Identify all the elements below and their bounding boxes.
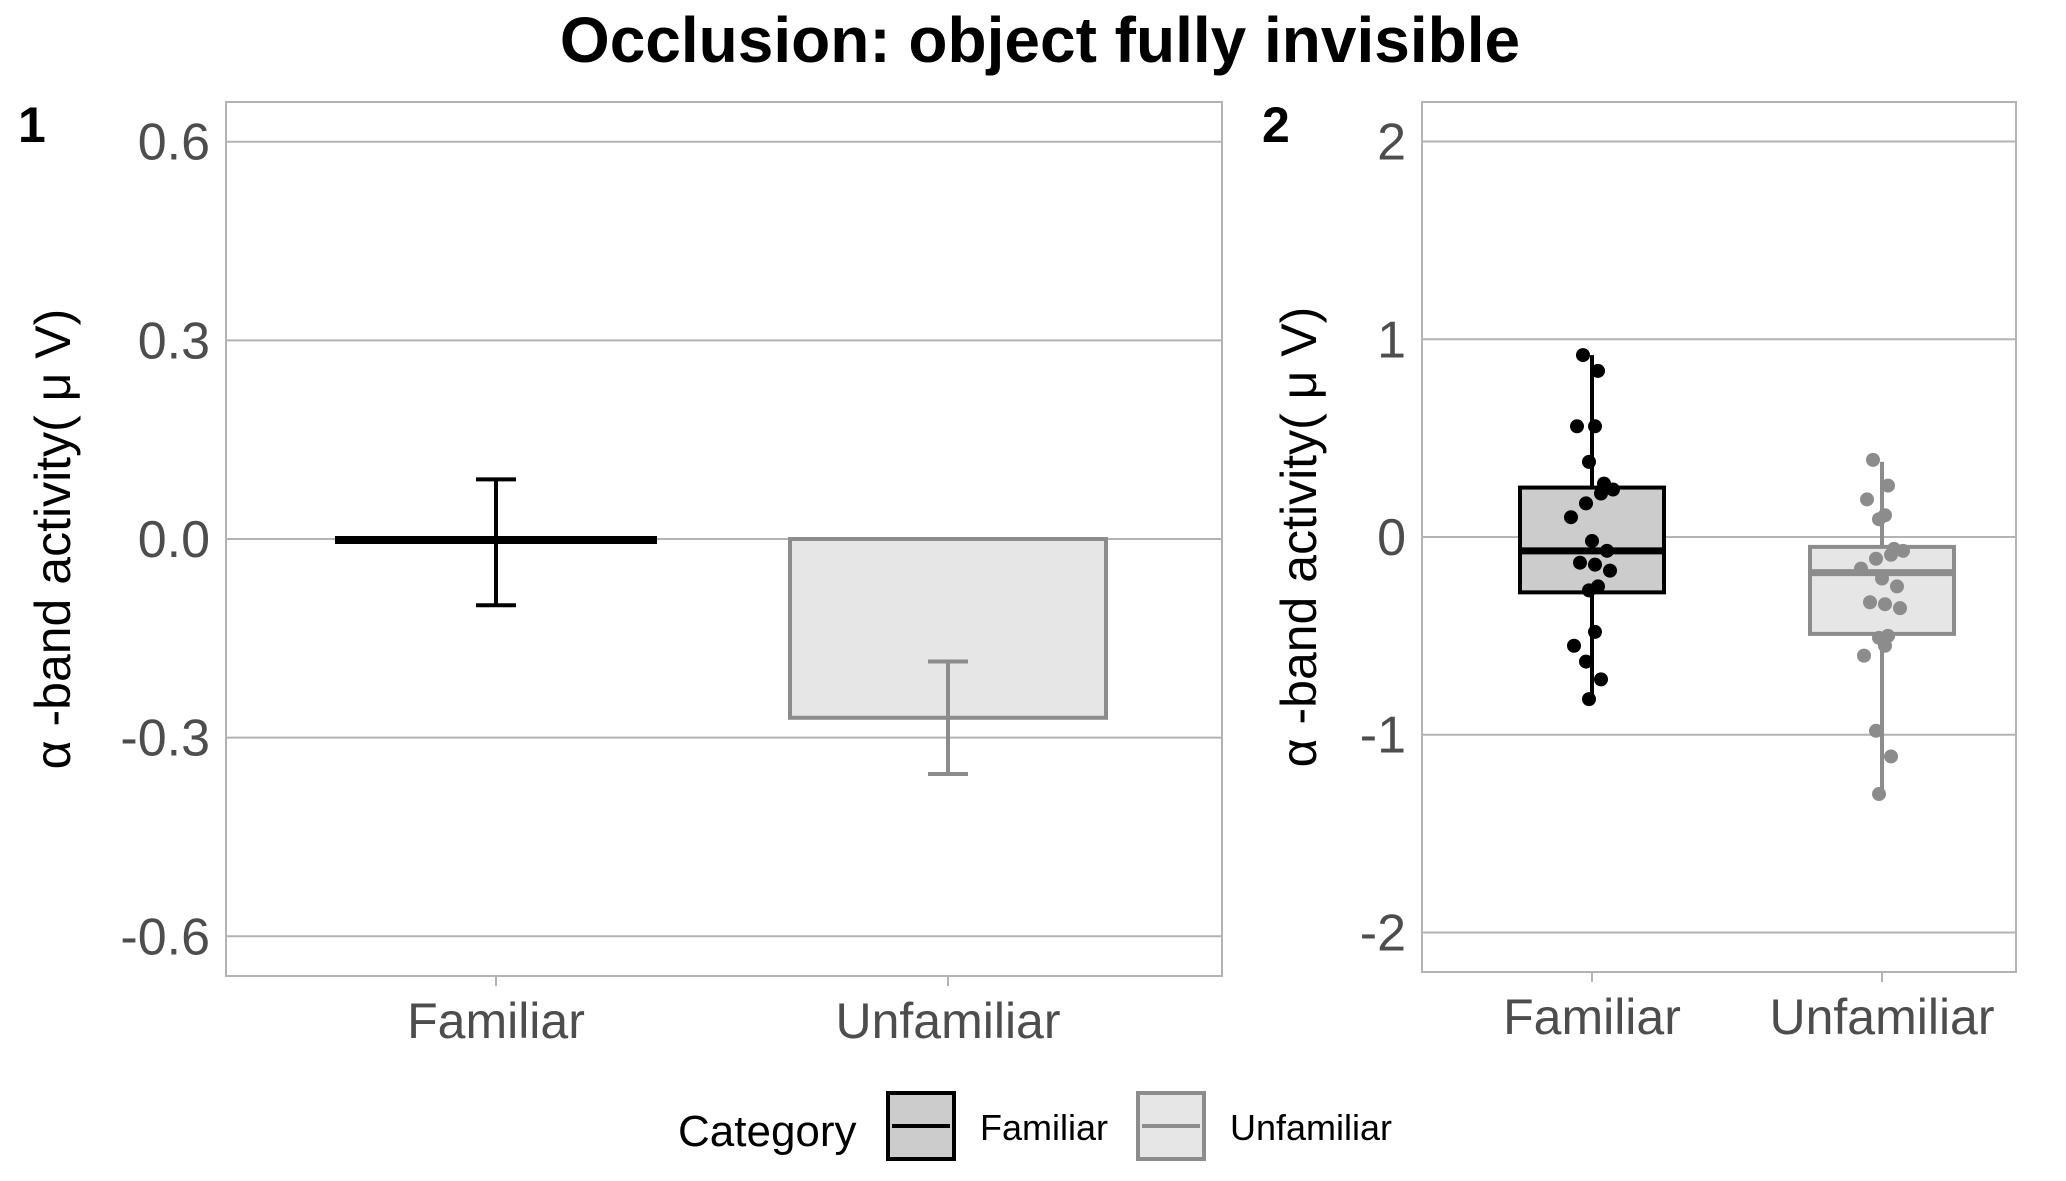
y-tick-label: 0.6: [138, 114, 210, 172]
bar-chart-panel: -0.6 -0.3 0.0 0.3 0.6 Familiar Unfamiliar α -ba…: [25, 101, 1223, 1049]
y-tick-label: 0: [1377, 509, 1406, 567]
data-point: [1872, 787, 1886, 802]
data-point: [1588, 557, 1602, 572]
data-point: [1884, 749, 1898, 764]
panel-label-1: 1: [18, 97, 46, 153]
data-point: [1854, 561, 1868, 576]
data-point: [1570, 419, 1584, 434]
box-plot-panel: -2 -1 0 1 2 Familiar Unfamiliar α -band activit…: [1271, 101, 2017, 1045]
data-point: [1588, 419, 1602, 434]
y-axis-label: α -band activity( μ V): [25, 309, 81, 770]
y-tick-label: -2: [1360, 904, 1406, 962]
y-tick-label: 0.0: [138, 511, 210, 569]
legend-title: Category: [678, 1107, 857, 1156]
data-point: [1588, 624, 1602, 639]
data-point: [1896, 543, 1910, 558]
data-point: [1869, 723, 1883, 738]
chart-title: Occlusion: object fully invisible: [560, 4, 1520, 76]
data-point: [1860, 492, 1874, 507]
y-tick-label: 1: [1377, 311, 1406, 369]
data-point: [1591, 363, 1605, 378]
y-tick-label: 2: [1377, 114, 1406, 172]
y-tick-label: -1: [1360, 707, 1406, 765]
data-point: [1890, 579, 1904, 594]
data-point: [1857, 648, 1871, 663]
data-point: [1878, 597, 1892, 612]
legend-label-familiar: Familiar: [980, 1107, 1108, 1148]
data-point: [1893, 601, 1907, 616]
y-axis-label: α -band activity( μ V): [1271, 307, 1327, 768]
legend: Category Familiar Unfamiliar: [678, 1091, 1392, 1161]
data-point: [1881, 478, 1895, 493]
panel-label-2: 2: [1262, 97, 1290, 153]
data-point: [1863, 595, 1877, 610]
data-point: [1564, 510, 1578, 525]
data-point: [1582, 692, 1596, 707]
data-point: [1869, 551, 1883, 566]
data-point: [1582, 583, 1596, 598]
data-point: [1582, 454, 1596, 469]
data-point: [1603, 563, 1617, 578]
data-point: [1875, 571, 1889, 586]
x-tick-label: Familiar: [407, 993, 585, 1049]
y-tick-label: -0.6: [120, 908, 210, 966]
x-tick-label: Familiar: [1503, 989, 1681, 1045]
data-point: [1567, 638, 1581, 653]
panel-border: [225, 101, 1223, 977]
data-point: [1594, 486, 1608, 501]
data-point: [1594, 672, 1608, 687]
y-tick-label: 0.3: [138, 312, 210, 370]
data-point: [1585, 533, 1599, 548]
data-point: [1600, 543, 1614, 558]
data-point: [1579, 496, 1593, 511]
panel-border: [1421, 101, 2017, 973]
x-tick-label: Unfamiliar: [1769, 989, 1994, 1045]
data-point: [1878, 638, 1892, 653]
x-tick-label: Unfamiliar: [835, 993, 1060, 1049]
legend-label-unfamiliar: Unfamiliar: [1230, 1107, 1392, 1148]
y-tick-label: -0.3: [120, 710, 210, 768]
data-point: [1606, 482, 1620, 497]
data-point: [1579, 654, 1593, 669]
data-point: [1576, 348, 1590, 363]
data-point: [1573, 555, 1587, 570]
data-point: [1866, 452, 1880, 467]
data-point: [1884, 547, 1898, 562]
data-point: [1872, 512, 1886, 527]
